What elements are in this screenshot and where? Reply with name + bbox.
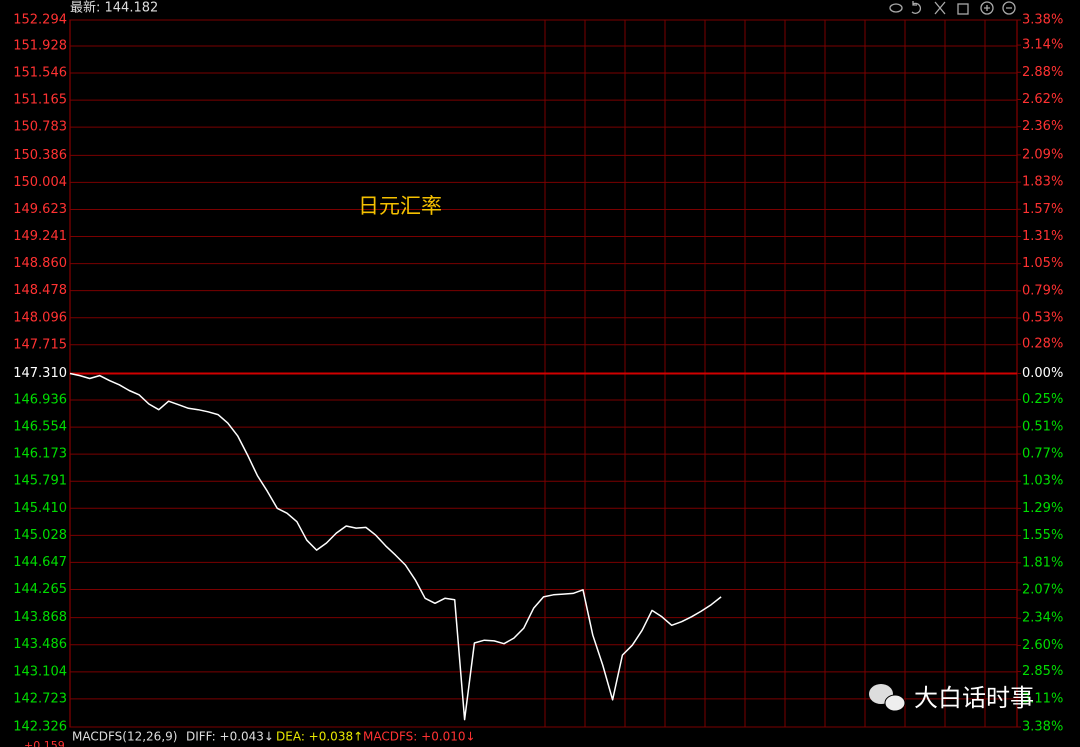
lock-icon[interactable] xyxy=(957,3,969,15)
y-tick-label: 151.928 xyxy=(13,38,67,53)
y-tick-label: 149.623 xyxy=(13,202,67,217)
y-tick-label: 150.004 xyxy=(13,175,67,190)
y2-tick-label: 1.57% xyxy=(1022,202,1063,217)
zoom-symbols xyxy=(984,5,1012,11)
y-tick-label: 152.294 xyxy=(13,13,67,28)
y2-tick-label: 2.60% xyxy=(1022,638,1063,653)
y2-tick-label: 1.83% xyxy=(1022,175,1063,190)
chart-annotation: 日元汇率 xyxy=(358,194,442,218)
indicator-diff: DIFF: +0.043↓ xyxy=(186,730,274,744)
wechat-icon xyxy=(884,694,906,712)
indicator-name: MACDFS(12,26,9) xyxy=(72,730,177,744)
y2-tick-label: 3.38% xyxy=(1022,720,1063,735)
indicator-scale: +0.159 xyxy=(24,739,65,747)
y2-tick-label: 2.07% xyxy=(1022,582,1063,597)
y2-tick-label: 2.09% xyxy=(1022,147,1063,162)
grid xyxy=(70,19,1021,728)
y2-tick-label: 3.11% xyxy=(1022,691,1063,706)
y-tick-label: 145.028 xyxy=(13,528,67,543)
y2-tick-label: 0.25% xyxy=(1022,392,1063,407)
y-tick-label: 148.096 xyxy=(13,310,67,325)
zoom-in-icon[interactable] xyxy=(980,1,994,15)
y2-tick-label: 2.62% xyxy=(1022,92,1063,107)
y-tick-label: 150.386 xyxy=(13,148,67,163)
indicator-dea: DEA: +0.038↑ xyxy=(276,730,363,744)
y2-tick-label: 2.88% xyxy=(1022,65,1063,80)
y-tick-label: 150.783 xyxy=(13,120,67,135)
watermark: 大白话时事 xyxy=(869,684,1034,712)
y-tick-label: 148.860 xyxy=(13,256,67,271)
y-tick-label: 147.310 xyxy=(13,366,67,381)
y-tick-label: 145.410 xyxy=(13,501,67,516)
y-tick-label: 146.554 xyxy=(13,420,67,435)
marks xyxy=(69,372,722,721)
y-tick-label: 151.165 xyxy=(13,93,67,108)
y-tick-label: 142.326 xyxy=(13,720,67,735)
y-tick-label: 151.546 xyxy=(13,66,67,81)
cut-icon[interactable] xyxy=(934,1,946,15)
y2-tick-label: 0.77% xyxy=(1022,447,1063,462)
y2-tick-label: 1.31% xyxy=(1022,229,1063,244)
y-tick-label: 147.715 xyxy=(13,337,67,352)
y-tick-label: 144.265 xyxy=(13,582,67,597)
indicator-bar: MACDFS(12,26,9) DIFF: +0.043↓ DEA: +0.03… xyxy=(24,730,476,747)
labels: 152.294 151.928 151.546 151.165 150.783 150.3… xyxy=(13,13,1063,735)
latest-price: 最新: 144.182 xyxy=(70,0,158,16)
y2-tick-label: 3.38% xyxy=(1022,13,1063,28)
indicator-macdfs: MACDFS: +0.010↓ xyxy=(363,730,476,744)
y-tick-label: 146.173 xyxy=(13,447,67,462)
y2-tick-label: 0.79% xyxy=(1022,283,1063,298)
watermark-text: 大白话时事 xyxy=(914,684,1034,712)
y-tick-label: 148.478 xyxy=(13,283,67,298)
y2-tick-label: 1.29% xyxy=(1022,501,1063,516)
y2-tick-label: 1.81% xyxy=(1022,555,1063,570)
y2-tick-label: 0.53% xyxy=(1022,311,1063,326)
y2-tick-label: 1.05% xyxy=(1022,256,1063,271)
y2-tick-label: 1.55% xyxy=(1022,528,1063,543)
y2-tick-label: 3.14% xyxy=(1022,38,1063,53)
y2-tick-label: 2.36% xyxy=(1022,119,1063,134)
y-tick-label: 142.723 xyxy=(13,691,67,706)
y-tick-label: 143.104 xyxy=(13,664,67,679)
toolbar[interactable] xyxy=(889,1,1016,15)
y2-tick-label: 2.85% xyxy=(1022,664,1063,679)
y-tick-label: 144.647 xyxy=(13,555,67,570)
view-icon[interactable] xyxy=(889,3,903,13)
y2-tick-label: 0.00% xyxy=(1022,366,1063,381)
y2-tick-label: 0.28% xyxy=(1022,337,1063,352)
y-tick-label: 143.486 xyxy=(13,637,67,652)
undo-icon[interactable] xyxy=(911,1,922,15)
y2-tick-label: 1.03% xyxy=(1022,474,1063,489)
price-line xyxy=(69,372,722,721)
y-tick-label: 149.241 xyxy=(13,229,67,244)
y2-tick-label: 0.51% xyxy=(1022,419,1063,434)
y-tick-label: 146.936 xyxy=(13,393,67,408)
y2-tick-label: 2.34% xyxy=(1022,611,1063,626)
zoom-out-icon[interactable] xyxy=(1002,1,1016,15)
y-tick-label: 143.868 xyxy=(13,610,67,625)
y-tick-label: 145.791 xyxy=(13,474,67,489)
